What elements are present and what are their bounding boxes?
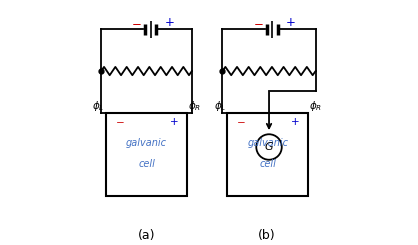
Text: cell: cell <box>259 159 276 169</box>
Text: $-$: $-$ <box>236 116 246 126</box>
Text: $-$: $-$ <box>115 116 125 126</box>
Circle shape <box>256 134 282 160</box>
Text: $+$: $+$ <box>290 116 300 127</box>
Text: (a): (a) <box>138 229 155 242</box>
Text: $\phi_L$: $\phi_L$ <box>214 99 226 113</box>
Text: (b): (b) <box>258 229 275 242</box>
Bar <box>227 113 308 196</box>
Text: $+$: $+$ <box>285 16 296 29</box>
Text: galvanic: galvanic <box>126 138 167 148</box>
Text: $+$: $+$ <box>164 16 175 29</box>
Text: galvanic: galvanic <box>247 138 288 148</box>
Text: cell: cell <box>138 159 155 169</box>
Text: $\phi_R$: $\phi_R$ <box>309 99 322 113</box>
Text: $+$: $+$ <box>169 116 178 127</box>
Text: $\phi_R$: $\phi_R$ <box>188 99 201 113</box>
Text: $-$: $-$ <box>131 16 142 29</box>
Text: G: G <box>265 142 273 152</box>
Text: $-$: $-$ <box>253 16 263 29</box>
Text: $\phi_L$: $\phi_L$ <box>92 99 105 113</box>
Bar <box>106 113 187 196</box>
